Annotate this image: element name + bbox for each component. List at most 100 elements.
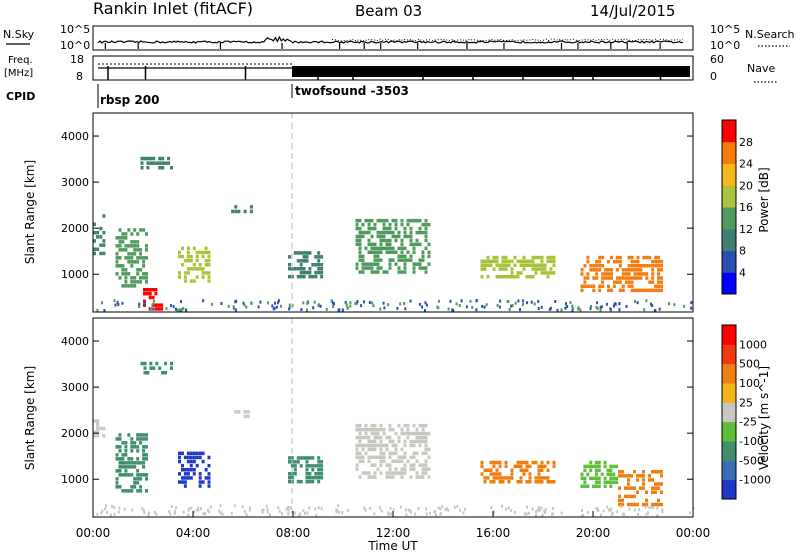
- power-cell-0-18: [164, 161, 168, 165]
- velocity-ground-cell-80: [369, 506, 372, 510]
- noise-right-label: N.Search: [745, 28, 795, 41]
- power-cell-8-563: [607, 284, 610, 288]
- power-cell-8-611: [633, 272, 637, 276]
- nave-label: Nave: [747, 62, 775, 75]
- power-ground-cell-132: [333, 302, 335, 306]
- power-ground-cell-133: [232, 305, 235, 309]
- velocity-cell-7-479: [525, 460, 529, 465]
- power-cell-5-216: [311, 263, 315, 267]
- noise-right-tick-bottom: 10^0: [710, 39, 740, 52]
- power-cell-8-638: [648, 288, 652, 293]
- power-cell-7-489: [531, 267, 535, 271]
- velocity-cell-7-497: [540, 464, 544, 469]
- velocity-cell-6-248: [358, 455, 362, 459]
- velocity-cell-5-193: [296, 456, 300, 460]
- power-colorbar-swatch-2: [722, 228, 736, 251]
- velocity-cell-6-313: [382, 443, 386, 448]
- power-cell-6-236: [355, 234, 359, 239]
- power-cell-1-33: [99, 251, 103, 256]
- power-cell-3-129: [178, 271, 181, 275]
- velocity-cell-8-514: [583, 464, 587, 469]
- power-ground-cell-56: [421, 305, 424, 309]
- velocity-ground-cell-26: [241, 505, 244, 509]
- power-cell-6-426: [427, 262, 431, 266]
- velocity-colorbar-swatch-2: [722, 441, 736, 461]
- velocity-cell-5-201: [305, 460, 309, 464]
- velocity-cell-6-382: [412, 423, 416, 428]
- velocity-cell-6-387: [412, 455, 416, 459]
- velocity-cell-6-399: [418, 431, 422, 436]
- velocity-cell-2-69: [130, 449, 134, 453]
- power-ground-cell-46: [521, 299, 524, 303]
- power-ground-cell-140: [533, 302, 536, 306]
- power-cell-6-346: [394, 234, 398, 239]
- velocity-colorbar-swatch-8: [722, 325, 736, 345]
- velocity-cell-6-373: [406, 435, 410, 440]
- velocity-cell-7-505: [546, 476, 550, 480]
- velocity-ground-cell-62: [425, 512, 428, 516]
- power-ground-cell-164: [356, 300, 359, 304]
- velocity-ground-cell-63: [619, 504, 622, 508]
- velocity-cell-2-65: [127, 489, 131, 493]
- velocity-cell-2-41: [118, 469, 122, 473]
- velocity-ground-cell-71: [335, 510, 338, 514]
- velocity-cell-2-29: [115, 457, 119, 461]
- velocity-colorbar-swatch-7: [722, 344, 736, 365]
- power-ground-cell-61: [363, 300, 365, 304]
- power-cell-3-148: [192, 246, 196, 251]
- power-cell-8-544: [598, 255, 602, 260]
- power-ground-cell-154: [643, 308, 646, 312]
- power-cell-7-463: [510, 259, 514, 264]
- power-ground-cell-101: [511, 304, 514, 308]
- power-ground-cell-130: [658, 307, 661, 311]
- velocity-cell-6-376: [409, 439, 413, 444]
- velocity-cell-2-86: [136, 449, 140, 453]
- power-cell-2-61: [121, 284, 125, 288]
- power-cell-2-112: [139, 276, 143, 280]
- velocity-cell-6-427: [427, 447, 431, 452]
- power-cell-8-519: [580, 272, 584, 276]
- power-cell-8-620: [636, 288, 640, 293]
- power-ground-cell-1: [519, 308, 521, 312]
- velocity-cell-3-150: [192, 468, 196, 472]
- velocity-cell-6-295: [376, 431, 380, 436]
- power-cell-2-39: [115, 236, 119, 240]
- power-cell-6-275: [370, 226, 374, 231]
- velocity-ground-cell-176: [437, 506, 440, 510]
- velocity-cell-6-403: [418, 463, 422, 467]
- power-cell-2-85: [130, 264, 134, 268]
- power-cell-6-291: [373, 270, 377, 274]
- velocity-ground-cell-33: [287, 505, 290, 509]
- velocity-ground-cell-100: [266, 508, 269, 512]
- velocity-cell-0-1: [143, 361, 147, 366]
- power-cell-8-618: [636, 272, 640, 276]
- velocity-cell-6-258: [364, 423, 368, 428]
- velocity-cell-6-396: [415, 471, 419, 475]
- velocity-cell-5-213: [311, 464, 315, 468]
- power-cell-6-396: [415, 230, 419, 235]
- station-title: Rankin Inlet (fitACF): [93, 0, 253, 18]
- power-cell-2-102: [136, 256, 140, 260]
- velocity-cell-6-285: [373, 431, 377, 436]
- power-cell-9-685: [157, 307, 161, 311]
- power-cell-7-493: [534, 267, 538, 271]
- power-cell-3-130: [178, 275, 181, 279]
- power-cell-8-604: [630, 276, 634, 280]
- velocity-cell-2-106: [142, 453, 146, 457]
- velocity-ground-cell-25: [492, 512, 495, 516]
- power-cell-8-661: [660, 264, 664, 268]
- velocity-cell-3-143: [189, 459, 193, 464]
- power-ground-cell-80: [636, 301, 639, 305]
- power-cell-6-278: [370, 246, 374, 251]
- velocity-cell-3-152: [195, 451, 199, 456]
- power-cell-8-580: [618, 264, 622, 268]
- velocity-ground-cell-148: [456, 504, 459, 508]
- power-cell-8-534: [592, 264, 596, 268]
- power-cell-8-551: [601, 264, 605, 268]
- velocity-cell-6-368: [403, 467, 407, 471]
- velocity-cell-5-190: [293, 464, 297, 468]
- power-cell-6-410: [421, 254, 425, 258]
- velocity-cell-8-539: [597, 476, 601, 481]
- power-cell-5-215: [308, 274, 312, 279]
- xtick-label-5: 20:00: [576, 526, 611, 540]
